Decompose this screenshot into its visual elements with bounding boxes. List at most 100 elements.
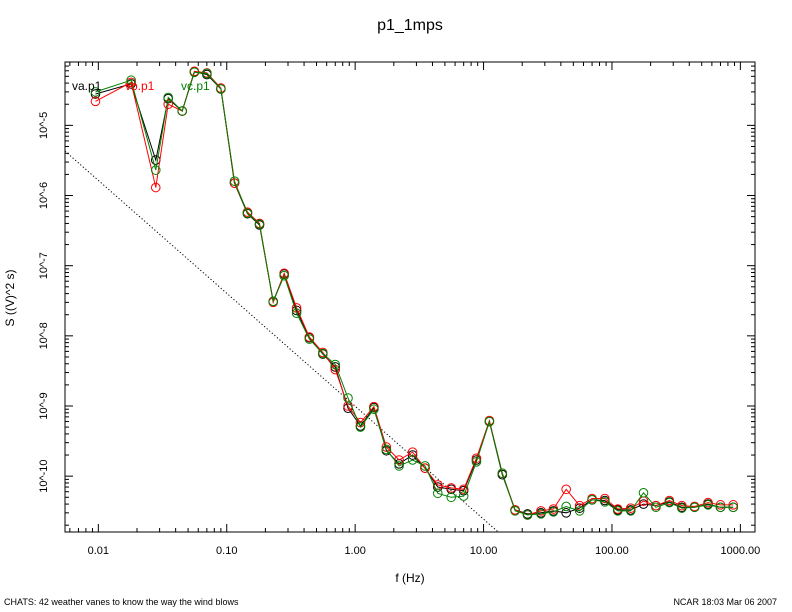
data-point <box>497 468 508 479</box>
data-point <box>355 422 366 432</box>
data-point <box>715 500 726 510</box>
data-point <box>677 500 687 511</box>
data-point <box>126 77 136 88</box>
x-tick-label: 1000.00 <box>720 545 760 557</box>
data-point <box>548 507 559 517</box>
data-point <box>229 176 240 186</box>
data-point <box>728 500 739 510</box>
data-point <box>254 219 265 230</box>
legend-entry-vb.p1: vb.p1 <box>125 79 155 93</box>
data-point <box>163 92 174 103</box>
plot-frame <box>64 61 756 533</box>
data-point <box>600 497 610 507</box>
data-point <box>574 500 585 511</box>
x-tick-label: 0.10 <box>216 545 237 557</box>
reference-line <box>64 150 499 533</box>
y-tick-label: 10^-10 <box>38 460 50 493</box>
series-line-vc.p1 <box>95 71 734 516</box>
data-point <box>330 362 341 372</box>
data-point <box>458 491 469 501</box>
data-point <box>90 87 101 97</box>
data-point <box>625 506 636 516</box>
footer-timestamp: NCAR 18:03 Mar 06 2007 <box>673 597 777 607</box>
data-point <box>394 461 404 471</box>
data-point <box>548 504 559 514</box>
footer-caption: CHATS: 42 weather vanes to know the way … <box>4 597 239 607</box>
data-point <box>689 502 700 513</box>
y-tick-label: 10^-9 <box>38 392 50 419</box>
data-point <box>536 506 546 516</box>
data-series-group <box>90 66 739 520</box>
data-point <box>369 404 379 415</box>
data-point <box>703 500 713 510</box>
data-point <box>510 506 520 516</box>
data-point <box>612 506 623 516</box>
data-point <box>407 447 418 457</box>
y-axis-label: S ((V)^2 s) <box>3 270 17 327</box>
data-point <box>202 68 212 79</box>
data-point <box>242 208 253 218</box>
x-tick-label: 10.00 <box>470 545 498 557</box>
data-point <box>703 497 713 508</box>
data-point <box>536 509 546 519</box>
data-point <box>318 348 328 359</box>
data-point <box>600 493 610 504</box>
data-point <box>343 401 353 411</box>
data-point <box>446 492 457 503</box>
axes: 0.01 0.10 1.00 10.00 100.00 1000.00 10^-10 10^-… <box>38 61 760 557</box>
data-point <box>279 268 289 279</box>
data-point <box>381 444 392 455</box>
data-point <box>90 96 101 107</box>
data-point <box>458 484 469 495</box>
data-point <box>407 455 418 465</box>
y-tick-label: 10^-5 <box>38 112 50 139</box>
data-point <box>150 165 161 175</box>
data-point <box>561 484 571 495</box>
data-point <box>574 503 585 513</box>
reference-slope-line <box>64 150 499 533</box>
data-point <box>522 510 533 520</box>
data-point <box>471 457 482 467</box>
data-point <box>561 508 571 518</box>
data-point <box>343 393 353 403</box>
data-point <box>150 182 161 193</box>
data-point <box>177 106 188 116</box>
data-point <box>420 461 430 471</box>
x-tick-label: 100.00 <box>595 545 629 557</box>
data-point <box>279 270 289 281</box>
data-point <box>420 463 430 473</box>
series-vc.p1 <box>90 67 739 520</box>
data-point <box>664 497 675 508</box>
data-point <box>587 495 597 505</box>
y-tick-label: 10^-8 <box>38 322 50 349</box>
data-point <box>677 503 687 513</box>
y-tick-label: 10^-7 <box>38 252 50 279</box>
x-tick-label: 1.00 <box>344 545 365 557</box>
data-point <box>189 67 200 78</box>
x-axis-label: f (Hz) <box>395 571 424 585</box>
data-point <box>291 305 302 316</box>
data-point <box>291 308 302 319</box>
data-point <box>432 488 443 499</box>
x-tick-label: 0.01 <box>88 545 109 557</box>
data-point <box>268 296 278 307</box>
data-point <box>638 487 649 498</box>
data-point <box>484 416 495 427</box>
legend: va.p1 vb.p1 vc.p1 <box>72 79 210 93</box>
data-point <box>446 483 457 493</box>
chart-title: p1_1mps <box>377 17 443 34</box>
data-point <box>330 359 341 370</box>
series-va.p1 <box>90 66 739 519</box>
legend-entry-va.p1: va.p1 <box>72 79 102 93</box>
data-point <box>625 503 636 513</box>
data-point <box>381 442 392 452</box>
data-point <box>728 502 739 513</box>
legend-entry-vc.p1: vc.p1 <box>181 79 210 93</box>
data-point <box>304 334 315 344</box>
data-point <box>126 75 136 86</box>
data-point <box>651 502 661 513</box>
data-point <box>715 502 726 513</box>
data-point <box>216 84 226 94</box>
data-point <box>574 506 585 516</box>
